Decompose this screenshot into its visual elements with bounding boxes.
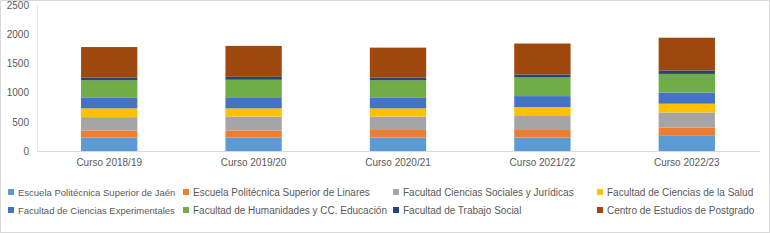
bar-segment: [81, 98, 137, 109]
legend-label: Facultad Ciencias Sociales y Jurídicas: [403, 187, 574, 198]
y-tick: 2000: [7, 29, 37, 40]
legend-item: Escuela Politécnica Superior de Linares: [183, 187, 370, 198]
x-tick-label: Curso 2020/21: [365, 157, 431, 168]
bar-segment: [659, 74, 715, 93]
bar-segment: [370, 77, 426, 80]
bar-segment: [514, 77, 570, 96]
bar-segment: [514, 130, 570, 138]
bar-segment: [225, 80, 281, 98]
y-tick: 0: [23, 146, 37, 157]
bar-segment: [514, 116, 570, 130]
bar-segment: [659, 93, 715, 104]
x-tick: Curso 2021/22: [510, 151, 576, 168]
bar-segment: [370, 117, 426, 130]
bar-segment: [370, 98, 426, 109]
bar-segment: [514, 107, 570, 116]
series: [81, 135, 715, 151]
bar-segment: [81, 77, 137, 80]
legend-item: Facultad de Trabajo Social: [393, 205, 521, 216]
bar-segment: [225, 117, 281, 131]
legend-swatch: [597, 207, 603, 213]
legend-swatch: [8, 207, 14, 213]
bar-segment: [81, 108, 137, 117]
x-tick: Curso 2022/23: [654, 151, 720, 168]
bar-segment: [225, 138, 281, 151]
bar-segment: [514, 138, 570, 151]
series: [81, 38, 715, 78]
bar-segment: [81, 131, 137, 138]
bar-segment: [225, 46, 281, 77]
legend-swatch: [183, 207, 189, 213]
legend-label: Facultad de Humanidades y CC. Educación: [193, 205, 387, 216]
bar-segment: [370, 48, 426, 78]
bar-segment: [225, 108, 281, 116]
y-tick-label: 1500: [7, 58, 30, 69]
bar-segment: [659, 70, 715, 74]
bar-segment: [659, 128, 715, 136]
bars: [81, 38, 715, 151]
chart-frame: [1, 1, 770, 233]
y-tick: 500: [12, 117, 37, 128]
bar-segment: [81, 47, 137, 77]
x-tick: Curso 2020/21: [365, 151, 431, 168]
y-tick: 2500: [7, 0, 37, 11]
bar-segment: [659, 135, 715, 151]
legend-label: Escuela Politécnica Superior de Linares: [193, 187, 370, 198]
x-tick-label: Curso 2021/22: [510, 157, 576, 168]
legend-item: Facultad de Ciencias Experimentales: [8, 205, 175, 216]
y-tick-label: 1000: [7, 87, 30, 98]
legend-item: Facultad Ciencias Sociales y Jurídicas: [393, 187, 574, 198]
legend-item: Centro de Estudios de Postgrado: [597, 205, 755, 216]
bar-segment: [81, 138, 137, 151]
bar-segment: [370, 108, 426, 116]
legend-label: Facultad de Ciencias de la Salud: [607, 187, 753, 198]
x-tick: Curso 2019/20: [221, 151, 287, 168]
y-tick-label: 2500: [7, 0, 30, 11]
bar-segment: [659, 38, 715, 71]
y-tick: 1500: [7, 58, 37, 69]
y-axis: 0 500 1000 1500 2000 2500: [7, 0, 38, 157]
legend-swatch: [393, 207, 399, 213]
x-axis-line: [38, 151, 760, 152]
x-axis: Curso 2018/19 Curso 2019/20 Curso 2020/21 C…: [38, 151, 760, 168]
legend-label: Centro de Estudios de Postgrado: [607, 205, 755, 216]
legend-label: Facultad de Ciencias Experimentales: [18, 205, 175, 216]
bar-segment: [659, 112, 715, 127]
legend-swatch: [393, 189, 399, 195]
legend-swatch: [597, 189, 603, 195]
legend-item: Facultad de Ciencias de la Salud: [597, 187, 753, 198]
bar-segment: [81, 117, 137, 130]
y-tick-label: 2000: [7, 29, 30, 40]
x-tick-label: Curso 2018/19: [76, 157, 142, 168]
x-tick-label: Curso 2022/23: [654, 157, 720, 168]
bar-segment: [659, 104, 715, 113]
y-tick: 1000: [7, 87, 37, 98]
y-tick-label: 500: [12, 117, 29, 128]
bar-segment: [225, 131, 281, 138]
bar-segment: [81, 80, 137, 98]
y-tick-label: 0: [23, 146, 29, 157]
legend-swatch: [183, 189, 189, 195]
bar-segment: [514, 96, 570, 107]
legend-swatch: [8, 189, 14, 195]
bar-segment: [370, 80, 426, 98]
bar-segment: [370, 130, 426, 138]
legend-item: Facultad de Humanidades y CC. Educación: [183, 205, 387, 216]
x-tick-label: Curso 2019/20: [221, 157, 287, 168]
bar-segment: [370, 138, 426, 151]
legend-item: Escuela Politécnica Superior de Jaén: [8, 187, 175, 198]
bar-segment: [225, 77, 281, 80]
plot: 05001000150020002500Curso 2018/19Curso 2…: [7, 0, 760, 168]
bar-segment: [514, 44, 570, 75]
y-axis-line: [37, 6, 38, 152]
chart: 05001000150020002500Curso 2018/19Curso 2…: [0, 0, 770, 233]
legend-label: Escuela Politécnica Superior de Jaén: [18, 187, 175, 198]
series: [81, 74, 715, 98]
bar-segment: [225, 97, 281, 108]
bar-segment: [514, 74, 570, 77]
legend-label: Facultad de Trabajo Social: [403, 205, 521, 216]
legend: Escuela Politécnica Superior de Jaén Escu…: [8, 187, 755, 216]
x-tick: Curso 2018/19: [76, 151, 142, 168]
